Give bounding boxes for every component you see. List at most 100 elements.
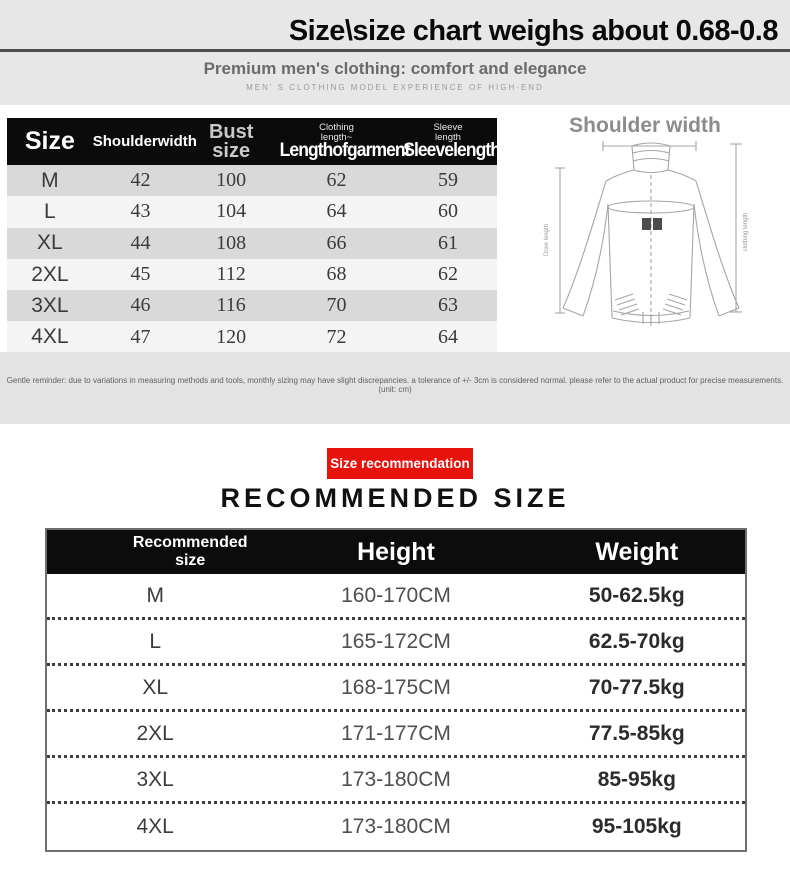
table-cell: 173-180CM (341, 767, 451, 791)
table-cell: 66 (326, 231, 347, 254)
table-cell: 3XL (136, 767, 174, 791)
table-cell: 50-62.5kg (588, 583, 685, 607)
table-row: 3XL 173-180CM 85-95kg (47, 758, 745, 804)
subtitle: Premium men's clothing: comfort and eleg… (203, 59, 587, 78)
table-cell: 108 (216, 231, 247, 254)
table-cell: 64 (437, 325, 458, 348)
table-cell: 112 (216, 263, 246, 286)
table-cell: 3XL (31, 293, 69, 317)
garment-length-small2: length~ (320, 132, 353, 143)
bust-line2: size (212, 139, 251, 162)
size-table-body: M 42 100 62 59 L 43 104 64 60 XL 44 108 66 61 2XL 45 112 6… (7, 165, 497, 353)
bust-line1: Bust (208, 120, 254, 143)
table-cell: 100 (216, 169, 247, 192)
table-cell: 43 (130, 200, 151, 223)
column-header-bust-size: Bust size (188, 120, 274, 162)
size-recommendation-badge: Size recommendation (327, 448, 473, 479)
table-cell: 61 (437, 231, 458, 254)
recommended-table-header: Recommended size Height Weight (47, 530, 745, 574)
table-cell: 62 (437, 263, 458, 286)
garment-length-small1: Clothing (319, 122, 354, 134)
table-row: L 165-172CM 62.5-70kg (47, 620, 745, 666)
table-cell: 173-180CM (341, 815, 451, 838)
table-cell: 171-177CM (341, 721, 451, 745)
table-cell: 62 (326, 169, 347, 192)
table-cell: 4XL (136, 815, 174, 838)
table-row: 3XL 46 116 70 63 (7, 290, 497, 322)
sleeve-length-small2: length (435, 132, 461, 143)
right-measure-label: clothing length (743, 213, 749, 252)
chest-label (653, 218, 662, 230)
table-cell: 70-77.5kg (588, 675, 685, 699)
table-row: 2XL 45 112 68 62 (7, 258, 497, 291)
table-row: M 160-170CM 50-62.5kg (47, 574, 745, 620)
table-cell: 72 (326, 325, 347, 348)
column-header-size: Size (24, 127, 75, 155)
table-cell: L (44, 199, 56, 223)
table-cell: M (146, 583, 164, 607)
table-cell: 42 (130, 169, 151, 192)
reminder-text: Gentle reminder: due to variations in me… (6, 376, 784, 394)
table-cell: 45 (130, 263, 151, 286)
main-section: Size Shoulderwidth Bust size Clothing le… (0, 105, 790, 353)
table-cell: XL (37, 231, 63, 255)
column-header-sleeve-length: Sleeve length Sleevelength (399, 122, 501, 161)
table-cell: 116 (216, 294, 246, 317)
table-cell: 68 (326, 263, 347, 286)
size-table: Size Shoulderwidth Bust size Clothing le… (7, 118, 501, 353)
table-cell: 64 (326, 200, 347, 223)
table-cell: 120 (216, 325, 247, 348)
reminder-band: Gentle reminder: due to variations in me… (0, 352, 790, 424)
column-header-height: Height (357, 537, 435, 566)
table-cell: 59 (437, 169, 458, 192)
table-cell: 47 (130, 325, 151, 348)
column-header-recommended-size: Recommended size (132, 534, 248, 569)
sleeve-length-small1: Sleeve (433, 122, 463, 134)
jacket-diagram: Shoulder width (500, 105, 790, 352)
table-cell: 168-175CM (341, 675, 451, 699)
recommended-size-heading: RECOMMENDED SIZE (220, 483, 570, 513)
table-cell: XL (142, 675, 169, 699)
page-title: Size\size chart weighs about 0.68-0.8 (288, 15, 779, 47)
table-cell: 70 (326, 294, 347, 317)
table-row: 2XL 171-177CM 77.5-85kg (47, 712, 745, 758)
table-cell: 165-172CM (341, 629, 451, 653)
table-cell: 77.5-85kg (588, 721, 685, 745)
table-cell: L (149, 629, 162, 653)
table-row: M 42 100 62 59 (7, 165, 497, 197)
table-cell: 60 (437, 200, 458, 223)
column-header-weight: Weight (595, 537, 679, 566)
table-cell: 104 (216, 200, 247, 223)
title-band: Size\size chart weighs about 0.68-0.8 (0, 0, 790, 50)
table-cell: 4XL (31, 325, 69, 349)
table-cell: 2XL (31, 262, 69, 286)
table-row: L 43 104 64 60 (7, 196, 497, 228)
sleeve-length-big: Sleevelength (403, 139, 501, 161)
diagram-title: Shoulder width (569, 114, 721, 137)
column-header-garment-length: Clothing length~ Lengthofgarment (274, 122, 411, 160)
recommended-size-table: Recommended size Height Weight M 160-170C… (45, 528, 747, 852)
chest-label (642, 218, 651, 230)
table-cell: 95-105kg (591, 815, 682, 838)
column-header-shoulderwidth: Shoulderwidth (92, 133, 197, 150)
table-row: XL 44 108 66 61 (7, 227, 497, 259)
table-cell: 63 (437, 294, 458, 317)
table-row: 4XL 47 120 72 64 (7, 321, 497, 353)
table-cell: 85-95kg (597, 767, 676, 791)
subtitle-band: Premium men's clothing: comfort and eleg… (0, 52, 790, 105)
table-cell: 160-170CM (341, 583, 451, 607)
table-cell: 44 (130, 231, 151, 254)
table-row: 4XL 173-180CM 95-105kg (47, 804, 745, 850)
table-row: XL 168-175CM 70-77.5kg (47, 666, 745, 712)
garment-length-big: Lengthofgarment (279, 139, 411, 161)
recommended-table-body: M 160-170CM 50-62.5kg L 165-172CM 62.5-70kg XL… (47, 574, 745, 850)
size-table-header: Size Shoulderwidth Bust size Clothing le… (7, 118, 501, 165)
title-divider (0, 49, 790, 52)
tagline: MEN' S CLOTHING MODEL EXPERIENCE OF HIGH… (246, 83, 544, 92)
jacket-drawing: Draw length clothing length (544, 141, 749, 326)
table-cell: M (41, 168, 59, 192)
table-cell: 2XL (136, 721, 174, 745)
collar-outline (631, 142, 671, 171)
table-cell: 62.5-70kg (588, 629, 685, 653)
